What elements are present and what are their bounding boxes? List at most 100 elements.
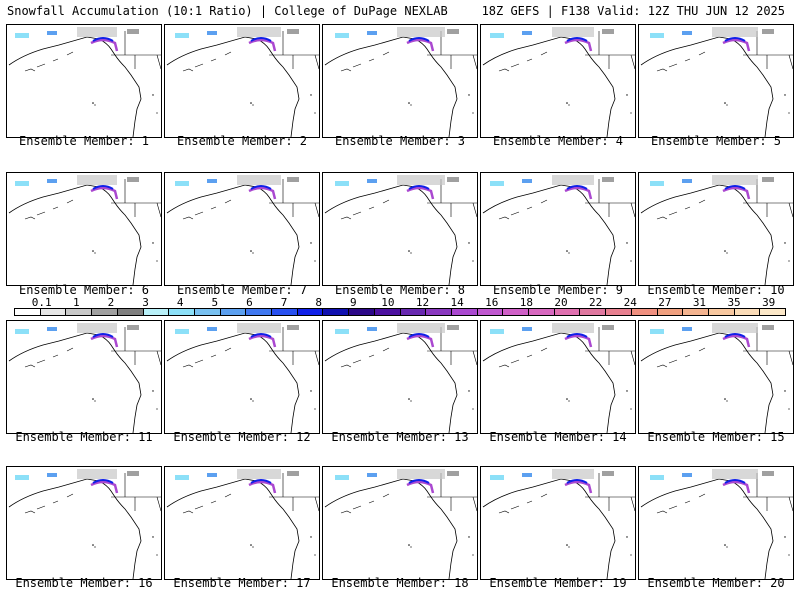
north-pacific-map <box>482 469 635 579</box>
colorbar-tick-label: 9 <box>349 296 357 309</box>
forecast-valid-time: 18Z GEFS | F138 Valid: 12Z THU JUN 12 20… <box>481 4 785 18</box>
colorbar-tick-label: 8 <box>315 296 322 309</box>
colorbar-tick-label: 12 <box>415 296 430 309</box>
colorbar-tick-label: 2 <box>107 296 115 309</box>
ensemble-member-label: Ensemble Member: 5 <box>650 134 782 148</box>
ensemble-map-panel <box>322 320 478 434</box>
colorbar-tick-label: 20 <box>554 296 568 309</box>
north-pacific-map <box>482 175 635 285</box>
colorbar-swatch <box>606 309 632 315</box>
colorbar-swatch <box>708 309 735 315</box>
ensemble-member-label: Ensemble Member: 10 <box>647 283 785 297</box>
ensemble-member-label: Ensemble Member: 2 <box>176 134 308 148</box>
north-pacific-map <box>640 323 793 433</box>
colorbar-swatch <box>657 309 684 315</box>
colorbar-tick-label: 22 <box>588 296 603 309</box>
ensemble-map-panel <box>6 466 162 580</box>
ensemble-map-panel <box>638 24 794 138</box>
ensemble-map-panel <box>322 466 478 580</box>
colorbar-swatch <box>143 309 170 315</box>
ensemble-map-panel <box>164 172 320 286</box>
ensemble-map-panel <box>638 320 794 434</box>
colorbar-tick-label: 10 <box>381 296 395 309</box>
north-pacific-map <box>166 469 319 579</box>
north-pacific-map <box>8 27 161 137</box>
colorbar-swatch <box>66 309 93 315</box>
north-pacific-map <box>324 175 477 285</box>
colorbar-tick-label: 35 <box>727 296 741 309</box>
colorbar-swatch <box>451 309 478 315</box>
colorbar-swatch <box>374 309 401 315</box>
colorbar-swatch <box>297 309 324 315</box>
ensemble-member-label: Ensemble Member: 14 <box>489 430 627 444</box>
ensemble-member-label: Ensemble Member: 1 <box>18 134 150 148</box>
ensemble-map-panel <box>6 320 162 434</box>
ensemble-map-panel <box>480 320 636 434</box>
north-pacific-map <box>166 27 319 137</box>
north-pacific-map <box>482 27 635 137</box>
ensemble-map-panel <box>164 320 320 434</box>
ensemble-member-label: Ensemble Member: 19 <box>489 576 627 590</box>
ensemble-member-label: Ensemble Member: 4 <box>492 134 624 148</box>
colorbar-swatch <box>580 309 607 315</box>
colorbar-tick-label: 5 <box>211 296 219 309</box>
colorbar-tick-label: 6 <box>246 296 253 309</box>
colorbar-tick-label: 31 <box>692 296 707 309</box>
map-title: Snowfall Accumulation (10:1 Ratio) | Col… <box>7 4 448 18</box>
colorbar-tick-label: 18 <box>519 296 533 309</box>
north-pacific-map <box>640 27 793 137</box>
ensemble-map-panel <box>480 24 636 138</box>
colorbar-swatch <box>117 309 144 315</box>
ensemble-member-label: Ensemble Member: 12 <box>173 430 311 444</box>
north-pacific-map <box>8 175 161 285</box>
ensemble-member-label: Ensemble Member: 6 <box>18 283 150 297</box>
colorbar-swatch <box>92 309 118 315</box>
colorbar-tick-label: 7 <box>280 296 288 309</box>
north-pacific-map <box>640 175 793 285</box>
colorbar-swatch <box>529 309 555 315</box>
colorbar-tick-label: 24 <box>623 296 637 309</box>
colorbar-swatch <box>169 309 195 315</box>
ensemble-map-panel <box>638 466 794 580</box>
colorbar-swatch <box>631 309 658 315</box>
ensemble-map-panel <box>6 24 162 138</box>
north-pacific-map <box>482 323 635 433</box>
colorbar-swatch <box>15 309 41 315</box>
colorbar-swatch <box>246 309 273 315</box>
colorbar-tick-label: 16 <box>485 296 499 309</box>
colorbar-tick-label: 4 <box>176 296 184 309</box>
ensemble-member-label: Ensemble Member: 11 <box>15 430 153 444</box>
colorbar-swatch <box>760 309 786 315</box>
north-pacific-map <box>640 469 793 579</box>
colorbar-tick-label: 27 <box>658 296 672 309</box>
north-pacific-map <box>324 27 477 137</box>
colorbar-swatch <box>349 309 375 315</box>
ensemble-member-label: Ensemble Member: 20 <box>647 576 785 590</box>
colorbar-tick-label: 39 <box>762 296 776 309</box>
ensemble-map-panel <box>322 172 478 286</box>
ensemble-member-label: Ensemble Member: 7 <box>176 283 308 297</box>
ensemble-member-label: Ensemble Member: 16 <box>15 576 153 590</box>
colorbar-swatch <box>503 309 530 315</box>
north-pacific-map <box>324 469 477 579</box>
colorbar-tick-label: 1 <box>73 296 80 309</box>
ensemble-map-panel <box>480 466 636 580</box>
ensemble-member-label: Ensemble Member: 13 <box>331 430 469 444</box>
north-pacific-map <box>324 323 477 433</box>
ensemble-map-panel <box>638 172 794 286</box>
colorbar-tick-label: 14 <box>450 296 464 309</box>
ensemble-map-panel <box>322 24 478 138</box>
ensemble-map-panel <box>164 466 320 580</box>
ensemble-member-label: Ensemble Member: 15 <box>647 430 785 444</box>
north-pacific-map <box>166 175 319 285</box>
colorbar-swatch <box>272 309 298 315</box>
ensemble-member-label: Ensemble Member: 8 <box>334 283 466 297</box>
colorbar-tick-label: 3 <box>142 296 149 309</box>
north-pacific-map <box>8 469 161 579</box>
colorbar-swatch <box>734 309 761 315</box>
ensemble-map-panel <box>6 172 162 286</box>
north-pacific-map <box>166 323 319 433</box>
colorbar-swatch <box>554 309 581 315</box>
ensemble-member-label: Ensemble Member: 17 <box>173 576 311 590</box>
colorbar-swatch <box>426 309 452 315</box>
